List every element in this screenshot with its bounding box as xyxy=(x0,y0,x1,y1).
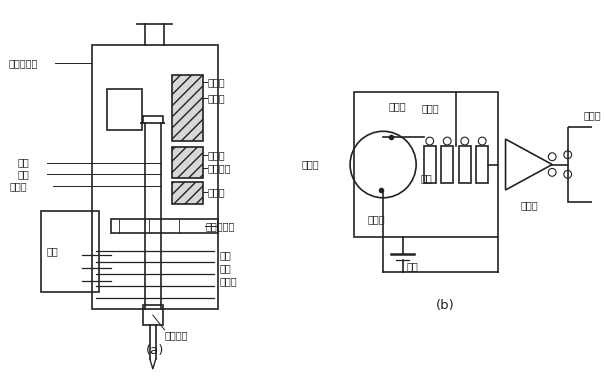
Text: 检测器筒体: 检测器筒体 xyxy=(8,58,38,68)
Bar xyxy=(91,45,218,309)
Text: 电源: 电源 xyxy=(407,261,418,271)
Bar xyxy=(172,74,203,141)
Text: 离阻: 离阻 xyxy=(420,173,432,183)
Text: 放大器: 放大器 xyxy=(520,201,538,211)
Text: 尾吹气: 尾吹气 xyxy=(220,276,238,286)
Text: 极化极: 极化极 xyxy=(208,150,225,160)
Text: 绝缘子: 绝缘子 xyxy=(208,187,225,197)
Text: 氢气: 氢气 xyxy=(220,263,232,273)
Text: 记录器: 记录器 xyxy=(583,111,601,121)
Text: 及点火器: 及点火器 xyxy=(208,164,231,173)
Text: 发射极: 发射极 xyxy=(368,214,385,224)
Bar xyxy=(172,182,203,204)
Text: 绝缘子: 绝缘子 xyxy=(208,77,225,87)
Text: (b): (b) xyxy=(436,299,455,312)
Bar xyxy=(111,219,218,233)
Text: 喷嘴: 喷嘴 xyxy=(18,169,30,179)
Bar xyxy=(143,305,163,325)
Text: 收集极: 收集极 xyxy=(422,103,440,113)
Text: 离子室: 离子室 xyxy=(301,159,319,170)
Bar xyxy=(476,146,488,183)
Bar xyxy=(354,92,498,237)
Text: 底座: 底座 xyxy=(47,247,59,256)
Bar xyxy=(107,89,142,130)
Bar xyxy=(41,211,99,292)
Bar xyxy=(442,146,453,183)
Text: 空气: 空气 xyxy=(220,250,232,261)
Text: 毛细管柱: 毛细管柱 xyxy=(165,330,188,340)
Text: 空气扩散器: 空气扩散器 xyxy=(205,221,235,231)
Text: 绝缘子: 绝缘子 xyxy=(10,181,28,191)
Bar xyxy=(172,147,203,178)
Bar xyxy=(459,146,471,183)
Bar xyxy=(424,146,436,183)
Text: 收集极: 收集极 xyxy=(389,101,407,111)
Bar xyxy=(567,127,605,202)
Text: (a): (a) xyxy=(146,344,164,357)
Text: 收集极: 收集极 xyxy=(208,93,225,103)
Text: 火焰: 火焰 xyxy=(18,158,30,168)
